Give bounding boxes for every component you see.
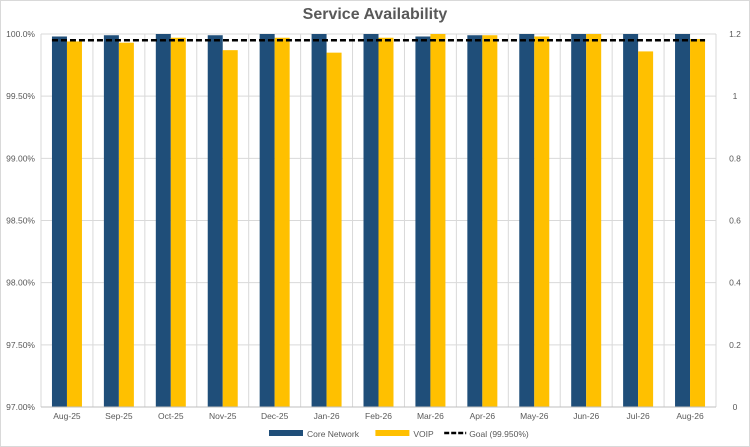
bar-core-network	[103, 35, 119, 407]
legend-voip-label: VOIP	[413, 429, 434, 439]
y-left-tick-label: 100.0%	[6, 29, 35, 39]
y-right-tick-label: 1	[733, 91, 738, 101]
y-left-tick-label: 99.50%	[6, 91, 35, 101]
chart-title: Service Availability	[302, 6, 448, 23]
bar-voip	[586, 34, 602, 407]
x-tick-label: Aug-26	[676, 411, 704, 421]
x-tick-label: Jun-26	[573, 411, 599, 421]
bar-core-network	[675, 34, 691, 407]
y-left-tick-label: 98.00%	[6, 278, 35, 288]
bar-core-network	[415, 36, 431, 408]
x-tick-label: Jan-26	[314, 411, 340, 421]
bar-voip	[66, 41, 82, 408]
x-tick-label: Sep-25	[105, 411, 133, 421]
y-right-tick-label: 0	[733, 402, 738, 412]
y-right-tick-label: 0.6	[729, 216, 741, 226]
y-right-tick-label: 1.2	[729, 29, 741, 39]
bar-voip	[638, 51, 654, 407]
y-left-tick-label: 98.50%	[6, 216, 35, 226]
y-right-tick-label: 0.4	[729, 278, 741, 288]
bar-core-network	[311, 34, 327, 407]
bar-voip	[118, 42, 134, 407]
legend-voip-swatch	[375, 430, 410, 436]
x-tick-label: Jul-26	[627, 411, 650, 421]
bar-voip	[430, 34, 446, 407]
bar-core-network	[51, 36, 67, 408]
bar-voip	[170, 37, 186, 407]
x-tick-label: Apr-26	[470, 411, 496, 421]
bar-core-network	[519, 34, 535, 407]
bar-voip	[690, 38, 706, 408]
x-tick-label: Feb-26	[365, 411, 392, 421]
x-tick-label: Nov-25	[209, 411, 237, 421]
bar-core-network	[259, 34, 275, 407]
legend-goal-label: Goal (99.950%)	[469, 429, 529, 439]
x-tick-label: May-26	[520, 411, 549, 421]
bar-core-network	[623, 34, 639, 407]
bar-core-network	[207, 35, 223, 407]
x-tick-label: Mar-26	[417, 411, 444, 421]
bar-voip	[274, 37, 290, 407]
bar-core-network	[467, 35, 483, 407]
bar-core-network	[363, 34, 379, 407]
y-left-tick-label: 97.50%	[6, 340, 35, 350]
x-tick-label: Oct-25	[158, 411, 184, 421]
bar-voip	[482, 35, 498, 407]
y-right-tick-label: 0.8	[729, 153, 741, 163]
y-left-tick-label: 97.00%	[6, 402, 35, 412]
y-left-tick-label: 99.00%	[6, 153, 35, 163]
y-right-tick-label: 0.2	[729, 340, 741, 350]
bar-voip	[222, 50, 238, 408]
x-tick-label: Dec-25	[261, 411, 289, 421]
bar-voip	[534, 36, 550, 408]
bar-core-network	[571, 34, 587, 407]
bar-core-network	[155, 34, 171, 407]
bar-voip	[326, 52, 342, 408]
bar-voip	[378, 37, 394, 407]
x-tick-label: Aug-25	[53, 411, 81, 421]
legend-core-network-swatch	[269, 430, 303, 436]
legend-core-network-label: Core Network	[307, 429, 360, 439]
